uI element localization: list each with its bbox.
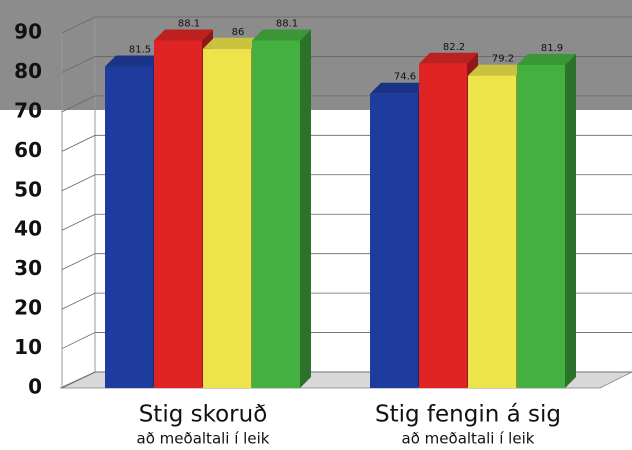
y-tick-label: 0	[28, 375, 42, 399]
bar-top	[154, 29, 213, 41]
bar	[517, 53, 576, 388]
y-tick-label: 60	[14, 138, 42, 162]
y-tick-label: 50	[14, 177, 42, 201]
x-tick-label: Stig fengin á sig	[375, 402, 561, 428]
bar-top	[468, 64, 527, 76]
bar	[252, 29, 311, 388]
y-tick-label: 10	[14, 335, 42, 359]
value-label: 81.5	[129, 45, 151, 56]
bar-top	[203, 37, 262, 49]
bar-side	[300, 29, 311, 388]
bar-front	[370, 93, 418, 388]
value-label: 82.2	[443, 42, 465, 53]
bar-front	[252, 40, 300, 388]
bar-top	[252, 29, 311, 41]
value-label: 86	[232, 27, 245, 38]
x-tick-note: að meðaltali í leik	[137, 430, 270, 448]
bar-front	[154, 40, 202, 388]
y-tick-label: 30	[14, 256, 42, 280]
value-label: 74.6	[394, 72, 416, 83]
x-tick-note: að meðaltali í leik	[402, 430, 535, 448]
value-label: 88.1	[276, 18, 298, 29]
bar-top	[419, 52, 478, 64]
bar-front	[203, 48, 251, 389]
bar-front	[517, 64, 565, 388]
value-label: 79.2	[492, 54, 514, 65]
bar-top	[370, 82, 429, 94]
y-tick-label: 90	[14, 20, 42, 44]
bar-front	[105, 66, 153, 389]
bar-top	[105, 55, 164, 67]
grid-line	[61, 16, 632, 34]
value-label: 88.1	[178, 18, 200, 29]
x-tick-label: Stig skoruð	[139, 402, 268, 428]
bar-side	[565, 53, 576, 388]
y-tick-label: 20	[14, 296, 42, 320]
bar-front	[419, 63, 467, 389]
y-tick-label: 80	[14, 59, 42, 83]
value-label: 81.9	[541, 43, 563, 54]
y-tick-label: 70	[14, 98, 42, 122]
bar-front	[468, 75, 516, 388]
bar-top	[517, 53, 576, 65]
y-tick-label: 40	[14, 217, 42, 241]
